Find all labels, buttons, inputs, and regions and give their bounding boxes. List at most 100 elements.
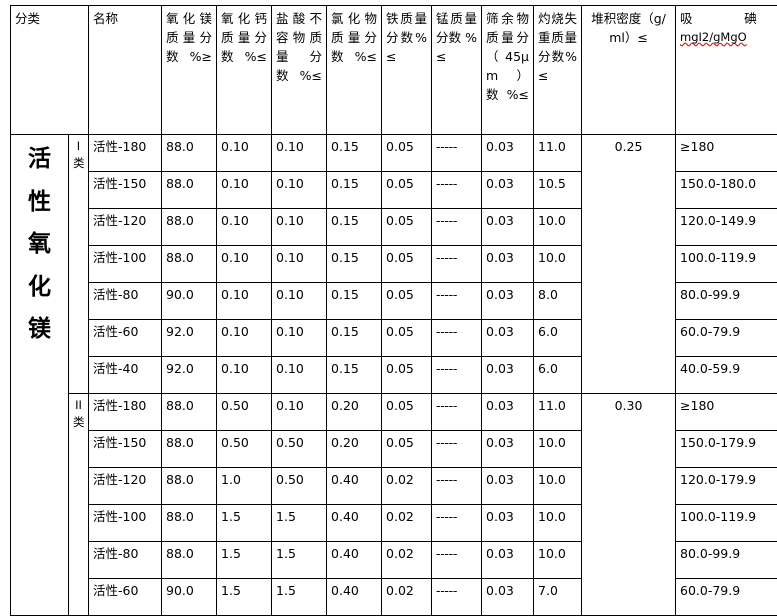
- cell-sieve: 0.03: [482, 246, 534, 283]
- cell-chloride: 0.15: [327, 172, 382, 209]
- cell-cao: 0.50: [217, 431, 272, 468]
- cell-ignition: 10.0: [534, 431, 582, 468]
- cell-iodine-value: 80.0-99.9: [676, 542, 777, 579]
- cell-ignition: 10.0: [534, 468, 582, 505]
- column-header-label-iron: 铁质量分数%≤: [386, 9, 427, 66]
- cell-manganese: -----: [432, 246, 482, 283]
- cell-chloride: 0.40: [327, 505, 382, 542]
- column-header-label-mgo: 氧化镁质量分数%≥: [166, 9, 212, 66]
- cell-iron: 0.02: [382, 505, 432, 542]
- cell-iodine-value: 60.0-79.9: [676, 579, 777, 616]
- cell-hcl-insol: 0.10: [272, 394, 327, 431]
- cell-ignition: 8.0: [534, 283, 582, 320]
- cell-cao: 0.10: [217, 135, 272, 172]
- cell-iodine-value: 150.0-180.0: [676, 172, 777, 209]
- cell-cao: 0.10: [217, 172, 272, 209]
- cell-cao: 1.5: [217, 579, 272, 616]
- cell-mgo: 88.0: [162, 431, 217, 468]
- column-header-label-name: 名称: [93, 9, 157, 28]
- cell-iodine-value: 100.0-119.9: [676, 246, 777, 283]
- cell-product-name: 活性-100: [89, 246, 162, 283]
- cell-manganese: -----: [432, 431, 482, 468]
- cell-cao: 1.5: [217, 542, 272, 579]
- cell-manganese: -----: [432, 357, 482, 394]
- cell-iron: 0.05: [382, 394, 432, 431]
- cell-iron: 0.05: [382, 431, 432, 468]
- cell-iron: 0.02: [382, 468, 432, 505]
- cell-mgo: 88.0: [162, 135, 217, 172]
- cell-iron: 0.05: [382, 246, 432, 283]
- cell-sieve: 0.03: [482, 505, 534, 542]
- cell-manganese: -----: [432, 394, 482, 431]
- cell-iron: 0.05: [382, 135, 432, 172]
- cell-manganese: -----: [432, 283, 482, 320]
- cell-product-name: 活性-120: [89, 468, 162, 505]
- cell-iron: 0.05: [382, 172, 432, 209]
- class-label-part: II: [73, 397, 84, 414]
- cell-hcl-insol: 1.5: [272, 505, 327, 542]
- cell-manganese: -----: [432, 542, 482, 579]
- cell-sieve: 0.03: [482, 579, 534, 616]
- column-header-label-cao: 氧化钙质量分数%≤: [221, 9, 267, 66]
- class-label-part: I: [73, 138, 84, 155]
- magnesium-oxide-spec-table: 分类名称氧化镁质量分数%≥氧化钙质量分数%≤盐酸不容物质量分数%≤氯化物质量分数…: [10, 5, 777, 616]
- cell-ignition: 6.0: [534, 357, 582, 394]
- cell-hcl-insol: 0.50: [272, 431, 327, 468]
- column-header-category: 分类: [11, 6, 89, 135]
- cell-chloride: 0.15: [327, 283, 382, 320]
- cell-product-name: 活性-60: [89, 579, 162, 616]
- cell-cao: 0.10: [217, 246, 272, 283]
- cell-chloride: 0.15: [327, 209, 382, 246]
- cell-iodine-value: 60.0-79.9: [676, 320, 777, 357]
- cell-ignition: 11.0: [534, 135, 582, 172]
- cell-manganese: -----: [432, 209, 482, 246]
- cell-mgo: 92.0: [162, 357, 217, 394]
- cell-product-name: 活性-100: [89, 505, 162, 542]
- cell-iron: 0.05: [382, 357, 432, 394]
- cell-chloride: 0.40: [327, 579, 382, 616]
- cell-manganese: -----: [432, 320, 482, 357]
- column-header-mgo: 氧化镁质量分数%≥: [162, 6, 217, 135]
- class-label-part: 类: [73, 414, 84, 431]
- column-header-name: 名称: [89, 6, 162, 135]
- cell-iron: 0.05: [382, 209, 432, 246]
- cell-cao: 1.5: [217, 505, 272, 542]
- cell-ignition: 10.0: [534, 505, 582, 542]
- cell-sieve: 0.03: [482, 394, 534, 431]
- column-header-ignition: 灼烧失重质量分数%≤: [534, 6, 582, 135]
- cell-product-name: 活性-180: [89, 394, 162, 431]
- cell-hcl-insol: 1.5: [272, 542, 327, 579]
- cell-product-name: 活性-150: [89, 431, 162, 468]
- cell-sieve: 0.03: [482, 209, 534, 246]
- cell-mgo: 88.0: [162, 209, 217, 246]
- cell-chloride: 0.40: [327, 542, 382, 579]
- cell-sieve: 0.03: [482, 283, 534, 320]
- cell-mgo: 88.0: [162, 172, 217, 209]
- cell-product-name: 活性-120: [89, 209, 162, 246]
- header-row: 分类名称氧化镁质量分数%≥氧化钙质量分数%≤盐酸不容物质量分数%≤氯化物质量分数…: [11, 6, 777, 135]
- column-header-label-iodine: 吸 碘 值: [680, 9, 777, 28]
- column-header-iodine: 吸 碘 值mgI2/gMgO: [676, 6, 777, 135]
- column-header-hcl_insol: 盐酸不容物质量分数%≤: [272, 6, 327, 135]
- cell-hcl-insol: 0.10: [272, 246, 327, 283]
- cell-hcl-insol: 1.5: [272, 579, 327, 616]
- category-label-char: 性: [15, 181, 64, 224]
- cell-iodine-value: 40.0-59.9: [676, 357, 777, 394]
- cell-mgo: 88.0: [162, 246, 217, 283]
- column-header-label-chloride: 氯化物质量分数%≤: [331, 9, 377, 66]
- cell-ignition: 10.0: [534, 209, 582, 246]
- cell-chloride: 0.20: [327, 394, 382, 431]
- cell-hcl-insol: 0.10: [272, 209, 327, 246]
- cell-manganese: -----: [432, 135, 482, 172]
- cell-product-name: 活性-60: [89, 320, 162, 357]
- cell-chloride: 0.15: [327, 246, 382, 283]
- column-header-label-bulk_density: 堆积密度（g/ml）≤: [586, 9, 671, 47]
- column-header-unit-iodine: mgI2/gMgO: [680, 28, 777, 46]
- cell-ignition: 11.0: [534, 394, 582, 431]
- cell-hcl-insol: 0.50: [272, 468, 327, 505]
- cell-mgo: 88.0: [162, 394, 217, 431]
